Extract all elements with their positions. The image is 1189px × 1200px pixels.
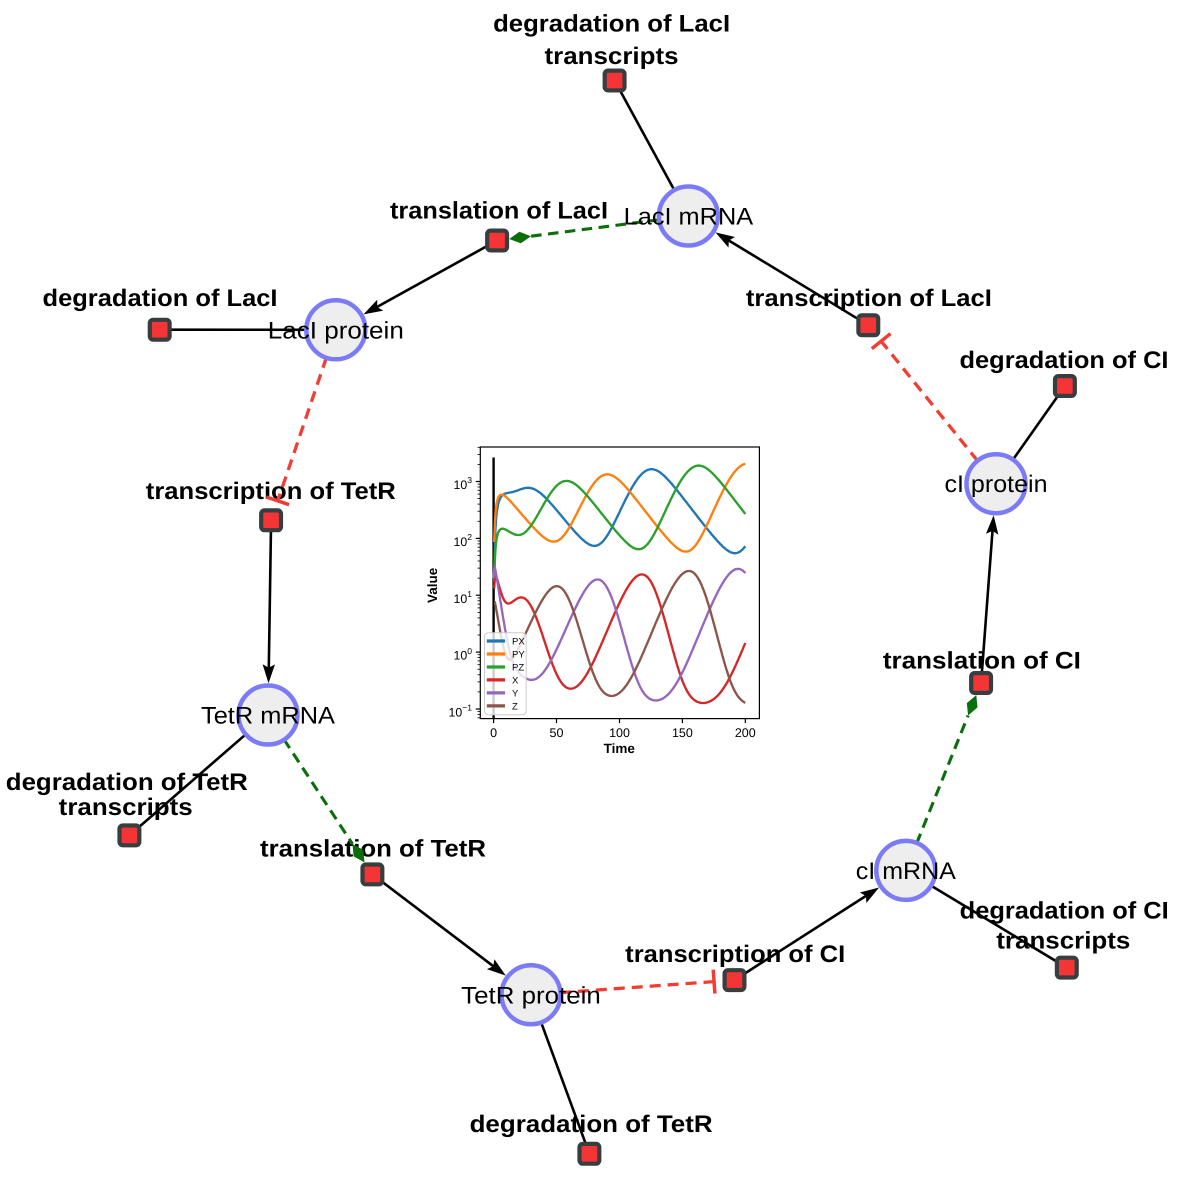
svg-text:100: 100 [609,726,630,740]
svg-text:PY: PY [512,649,525,660]
svg-text:degradation of LacI: degradation of LacI [493,11,730,38]
svg-text:Value: Value [425,567,440,603]
svg-text:degradation of TetR: degradation of TetR [6,769,248,796]
svg-text:Time: Time [604,741,636,756]
svg-text:50: 50 [550,726,564,740]
svg-text:Z: Z [512,701,518,712]
svg-text:150: 150 [672,726,693,740]
svg-text:TetR protein: TetR protein [461,982,601,1009]
svg-text:cI protein: cI protein [945,471,1048,498]
svg-text:transcripts: transcripts [545,43,679,70]
svg-text:100: 100 [454,646,473,663]
svg-text:102: 102 [454,532,473,549]
svg-text:translation of LacI: translation of LacI [390,198,608,225]
svg-text:degradation of TetR: degradation of TetR [470,1111,713,1138]
svg-text:0: 0 [490,726,497,740]
svg-text:transcripts: transcripts [996,927,1130,954]
svg-text:transcription of CI: transcription of CI [625,941,845,968]
svg-text:LacI mRNA: LacI mRNA [624,204,754,231]
svg-text:TetR mRNA: TetR mRNA [201,702,335,729]
svg-text:transcription of TetR: transcription of TetR [146,478,396,505]
svg-text:101: 101 [454,589,473,606]
svg-text:translation of TetR: translation of TetR [260,836,486,863]
svg-text:Y: Y [512,688,519,699]
svg-text:103: 103 [454,475,473,492]
svg-text:PX: PX [512,636,525,647]
svg-text:degradation of CI: degradation of CI [960,347,1169,374]
svg-text:degradation of CI: degradation of CI [960,898,1169,925]
svg-text:PZ: PZ [512,662,524,673]
svg-text:LacI protein: LacI protein [268,317,404,344]
svg-text:X: X [512,675,519,686]
svg-text:degradation of LacI: degradation of LacI [43,285,278,312]
svg-text:10−1: 10−1 [449,703,473,720]
svg-text:200: 200 [735,726,756,740]
svg-text:cI mRNA: cI mRNA [856,858,956,885]
svg-text:transcription of LacI: transcription of LacI [746,285,992,312]
